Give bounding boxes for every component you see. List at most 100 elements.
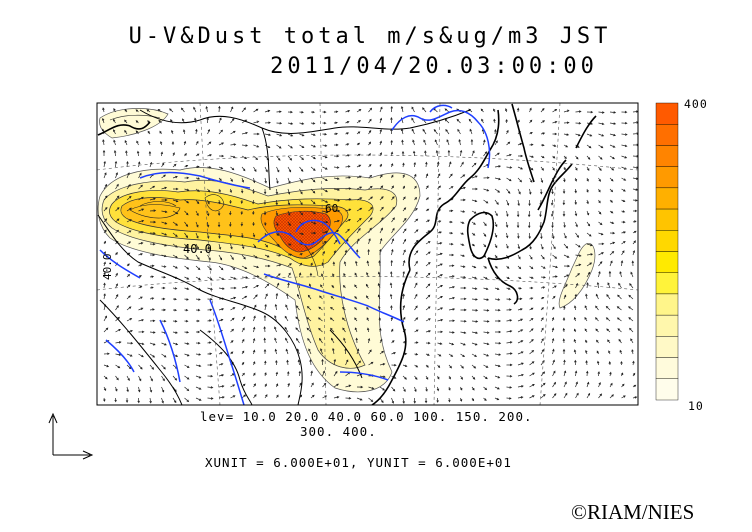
wind-arrow bbox=[471, 331, 479, 335]
wind-arrow bbox=[368, 397, 374, 402]
wind-arrow bbox=[195, 140, 199, 146]
wind-arrow bbox=[310, 252, 315, 256]
wind-arrow bbox=[240, 199, 244, 205]
wind-arrow bbox=[379, 227, 383, 234]
wind-arrow bbox=[471, 175, 478, 179]
wind-arrow bbox=[287, 221, 291, 227]
wind-arrow bbox=[195, 353, 202, 356]
wind-arrow bbox=[103, 229, 107, 234]
wind-arrow bbox=[552, 393, 557, 399]
wind-arrow bbox=[494, 199, 499, 205]
wind-arrow bbox=[138, 253, 144, 256]
wind-arrow bbox=[194, 117, 197, 124]
wind-arrow bbox=[115, 195, 120, 201]
colorbar-swatch bbox=[655, 102, 679, 125]
wind-arrow bbox=[126, 306, 132, 311]
wind-arrow bbox=[414, 317, 419, 322]
wind-arrow bbox=[621, 110, 628, 114]
wind-arrow bbox=[172, 297, 177, 301]
wind-arrow bbox=[552, 295, 556, 300]
wind-arrow bbox=[299, 144, 305, 148]
wind-arrow bbox=[517, 351, 524, 355]
wind-arrow bbox=[356, 217, 362, 223]
colorbar-max-label: 400 bbox=[684, 97, 708, 111]
wind-arrow bbox=[414, 196, 418, 201]
wind-arrow bbox=[333, 239, 338, 245]
wind-arrow bbox=[368, 238, 371, 245]
wind-arrow bbox=[517, 396, 524, 399]
wind-arrow bbox=[103, 397, 106, 402]
wind-arrow bbox=[354, 284, 358, 289]
wind-arrow bbox=[460, 174, 466, 179]
wind-arrow bbox=[506, 153, 512, 157]
wind-arrow bbox=[172, 331, 178, 334]
wind-arrow bbox=[276, 166, 280, 173]
wind-arrow bbox=[322, 370, 326, 377]
wind-arrow bbox=[414, 260, 418, 267]
wind-arrow bbox=[207, 128, 211, 135]
wind-arrow bbox=[402, 270, 405, 278]
wind-arrow bbox=[540, 371, 546, 377]
wind-arrow bbox=[379, 163, 382, 168]
wind-arrow bbox=[540, 188, 543, 195]
wind-arrow bbox=[629, 283, 634, 289]
wind-arrow bbox=[286, 359, 289, 366]
wind-arrow bbox=[445, 128, 450, 135]
wind-arrow bbox=[148, 150, 152, 157]
wind-arrow bbox=[529, 155, 534, 158]
wind-arrow bbox=[413, 397, 417, 404]
wind-arrow bbox=[287, 177, 291, 184]
wind-arrow bbox=[540, 254, 545, 260]
wind-arrow bbox=[483, 199, 489, 204]
wind-arrow bbox=[632, 250, 636, 256]
wind-arrow bbox=[306, 327, 312, 333]
wind-arrow bbox=[425, 173, 429, 179]
wind-arrow bbox=[276, 254, 282, 257]
wind-arrow bbox=[330, 327, 335, 333]
wind-arrow bbox=[552, 243, 556, 250]
wind-arrow bbox=[368, 206, 373, 212]
wind-arrow bbox=[379, 152, 382, 157]
wind-arrow bbox=[274, 303, 278, 311]
wind-arrow bbox=[217, 221, 221, 228]
wind-arrow bbox=[330, 295, 335, 300]
wind-arrow bbox=[299, 382, 302, 388]
wind-arrow bbox=[494, 177, 502, 181]
wind-arrow bbox=[460, 297, 467, 301]
wind-arrow bbox=[161, 174, 167, 179]
wind-arrow bbox=[402, 293, 405, 300]
wind-arrow bbox=[606, 328, 611, 333]
wind-arrow bbox=[437, 185, 442, 190]
wind-arrow bbox=[632, 372, 636, 377]
wind-arrow bbox=[322, 121, 327, 125]
wind-arrow bbox=[229, 221, 232, 227]
wind-arrow bbox=[402, 375, 407, 380]
wind-arrow bbox=[356, 238, 360, 245]
wind-arrow bbox=[172, 287, 178, 290]
wind-arrow bbox=[126, 207, 132, 212]
wind-arrow bbox=[333, 250, 337, 256]
wind-arrow bbox=[460, 331, 467, 334]
wind-arrow bbox=[563, 254, 570, 258]
wind-arrow bbox=[195, 210, 199, 217]
wind-arrow bbox=[471, 397, 475, 402]
wind-arrow bbox=[390, 305, 393, 311]
wind-arrow bbox=[437, 307, 444, 311]
wind-arrow bbox=[230, 351, 234, 355]
wind-arrow bbox=[161, 342, 167, 346]
wind-arrow bbox=[195, 188, 200, 192]
wind-arrow bbox=[195, 308, 201, 312]
wind-arrow bbox=[540, 327, 544, 333]
wind-arrow bbox=[494, 243, 498, 249]
wind-arrow bbox=[149, 197, 156, 201]
wind-arrow bbox=[437, 342, 443, 345]
wind-arrow bbox=[275, 292, 279, 300]
wind-arrow bbox=[574, 210, 578, 217]
wind-arrow bbox=[331, 337, 335, 344]
wind-arrow bbox=[307, 338, 312, 344]
wind-arrow bbox=[218, 265, 224, 271]
wind-arrow bbox=[161, 275, 166, 279]
wind-arrow bbox=[494, 128, 497, 135]
wind-arrow bbox=[586, 392, 591, 399]
wind-arrow bbox=[586, 282, 589, 289]
